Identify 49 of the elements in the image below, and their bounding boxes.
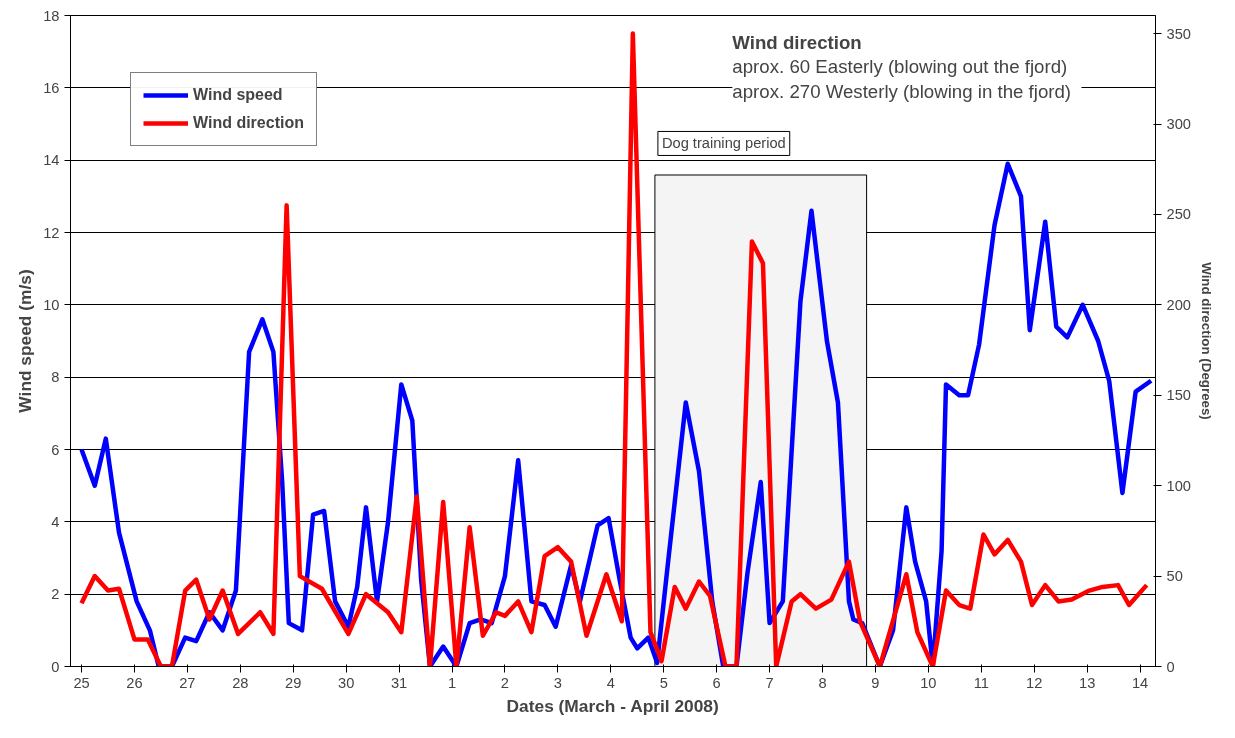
x-tick-label: 7 (765, 674, 774, 691)
y-tick-label: 10 (43, 296, 60, 313)
x-tick-label: 11 (973, 674, 989, 691)
y-tick-label: 18 (43, 7, 60, 24)
x-tick-label: 28 (232, 674, 249, 691)
line-series (79, 31, 1149, 667)
x-tick-label: 2 (500, 674, 510, 691)
x-tick-label: 10 (920, 674, 937, 691)
y-tick-label: 2 (51, 586, 60, 603)
y-tick-label: 4 (51, 513, 60, 530)
y2-tick-label: 50 (1166, 568, 1183, 585)
x-tick-label: 1 (447, 674, 457, 691)
x-tick-label: 13 (1078, 674, 1096, 691)
x-tick-label: 8 (818, 674, 827, 691)
x-tick-label: 4 (606, 674, 615, 691)
y-tick-label: 6 (51, 441, 60, 458)
annotation: Wind direction (732, 31, 862, 53)
y2-tick-label: 100 (1166, 477, 1191, 494)
y-axis-title: Wind speed (m/s) (15, 269, 36, 413)
x-tick-label: 12 (1026, 674, 1043, 691)
legend-label: Wind speed (193, 86, 283, 104)
annotation: aprox. 270 Westerly (blowing in the fjord) (732, 80, 1072, 102)
x-tick-label: 26 (126, 674, 143, 691)
annotation: aprox. 60 Easterly (blowing out the fjord) (732, 56, 1068, 78)
x-tick-label: 14 (1131, 674, 1149, 691)
legend-label: Wind direction (193, 114, 304, 132)
y2-tick-label: 150 (1166, 387, 1191, 404)
x-tick-label: 30 (338, 674, 355, 691)
y-tick-label: 16 (43, 79, 60, 96)
y-tick-label: 12 (43, 224, 60, 241)
x-tick-label: 9 (871, 674, 880, 691)
x-tick-label: 27 (179, 674, 196, 691)
y2-tick-label: 200 (1166, 296, 1191, 313)
y2-tick-label: 0 (1166, 658, 1175, 675)
y-tick-label: 0 (51, 658, 60, 675)
y2-tick-label: 250 (1166, 206, 1191, 223)
x-tick-label: 5 (659, 674, 668, 691)
band-label: Dog training period (661, 135, 786, 152)
y2-axis-title: Wind direction (Degrees) (1198, 262, 1214, 420)
x-tick-label: 29 (285, 674, 302, 691)
x-tick-label: 6 (712, 674, 721, 691)
y2-tick-label: 350 (1166, 25, 1191, 42)
y-tick-label: 14 (43, 152, 60, 169)
y-tick-label: 8 (51, 369, 60, 386)
y2-tick-label: 300 (1166, 116, 1191, 132)
x-tick-label: 25 (73, 674, 90, 691)
x-tick-label: 31 (390, 674, 408, 691)
x-tick-label: 3 (553, 674, 562, 691)
x-axis-title: Dates (March - April 2008) (506, 695, 719, 716)
